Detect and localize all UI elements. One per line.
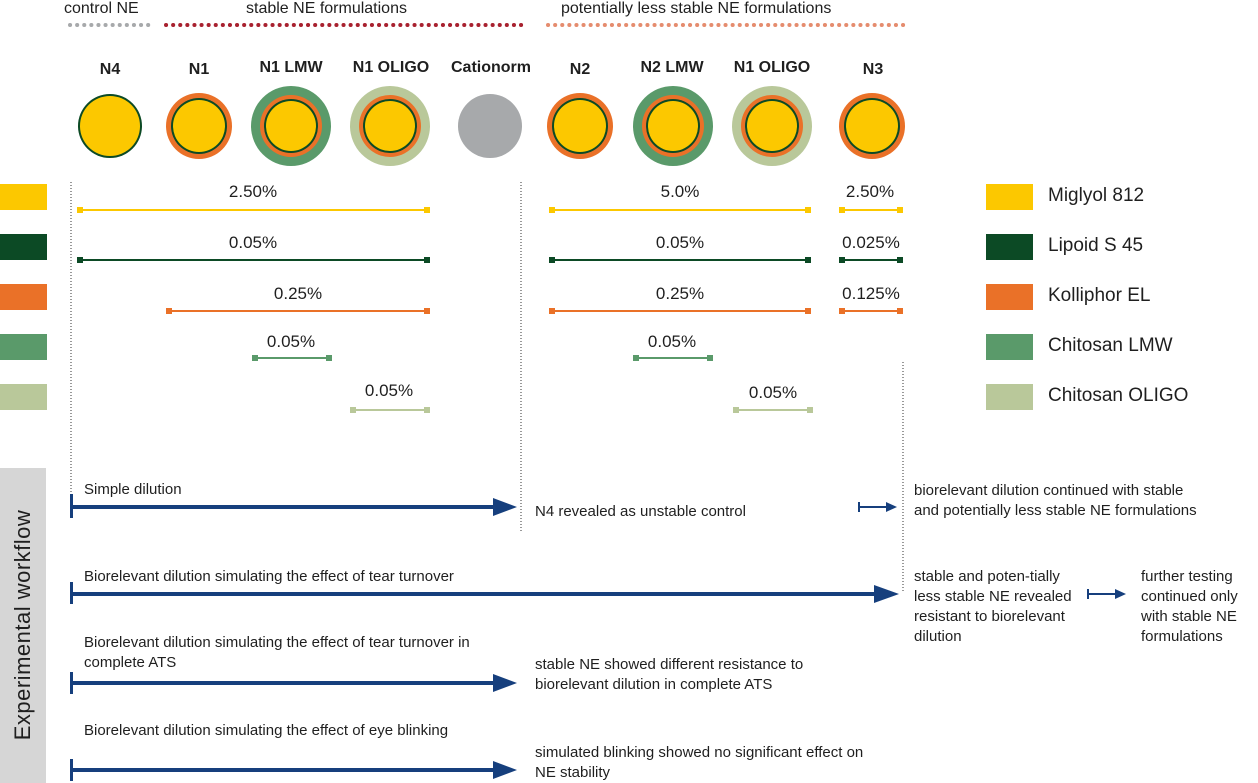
arrow-complete-ats [70, 672, 517, 694]
bar-kolliphor-stable [166, 308, 430, 314]
pct-kolliphor-stable: 0.25% [273, 284, 323, 303]
group-stable-label: stable NE formulations [246, 0, 407, 17]
swatch-kolliphor [0, 284, 47, 310]
bar-lipoid-n3 [839, 257, 903, 263]
legend-swatch-chitosan-oligo [986, 384, 1033, 410]
workflow-side-panel: Experimental workflow [0, 468, 46, 783]
step3-label: Biorelevant dilution simulating the effe… [84, 634, 470, 671]
bar-kolliphor-n3 [839, 308, 903, 314]
formulation-n1-oligo-circle [350, 86, 430, 166]
step3-result: stable NE showed different resistance to… [535, 656, 804, 693]
pct-chitosan-lmw-n1: 0.05% [266, 332, 316, 351]
formulation-name-n4: N4 [99, 61, 121, 78]
bar-miglyol-n3 [839, 207, 903, 213]
step2-label: Biorelevant dilution simulating the effe… [84, 568, 454, 585]
formulation-n3-circle [839, 93, 905, 159]
legend-label-chitosan-oligo: Chitosan OLIGO [1048, 385, 1189, 406]
group-control-label: control NE [64, 0, 139, 17]
legend-label-lipoid: Lipoid S 45 [1048, 235, 1144, 256]
arrow-small-turnover [1087, 589, 1126, 599]
step1-next: biorelevant dilution continued with stab… [914, 482, 1197, 519]
formulation-n2-lmw-circle [633, 86, 713, 166]
formulation-n1-lmw-circle [251, 86, 331, 166]
formulation-name-n2-oligo: N1 OLIGO [733, 59, 811, 76]
legend-label-kolliphor: Kolliphor EL [1048, 285, 1151, 306]
bar-miglyol-stable [77, 207, 430, 213]
swatch-lipoid [0, 234, 47, 260]
step2-result: stable and poten-tially less stable NE r… [914, 568, 1072, 645]
arrow-simple-dilution [70, 494, 517, 518]
bar-chitosan-oligo-n1 [350, 407, 430, 413]
workflow-title: Experimental workflow [10, 509, 35, 741]
arrow-small-n4 [858, 502, 897, 512]
formulation-n1-circle [166, 93, 232, 159]
bar-miglyol-less [549, 207, 811, 213]
swatch-miglyol [0, 184, 47, 210]
bar-chitosan-oligo-n2 [733, 407, 813, 413]
swatch-chitosan-lmw [0, 334, 47, 360]
formulation-name-n1-lmw: N1 LMW [259, 59, 323, 76]
bar-lipoid-less [549, 257, 811, 263]
step1-label: Simple dilution [84, 481, 182, 498]
pct-kolliphor-less: 0.25% [655, 284, 705, 303]
bar-kolliphor-less [549, 308, 811, 314]
bar-lipoid-stable [77, 257, 430, 263]
formulation-n2-oligo-circle [732, 86, 812, 166]
swatch-chitosan-oligo [0, 384, 47, 410]
formulation-name-n1-oligo: N1 OLIGO [352, 59, 430, 76]
formulation-name-n3: N3 [862, 61, 884, 78]
step4-label: Biorelevant dilution simulating the effe… [84, 722, 449, 739]
formulation-name-n1: N1 [188, 61, 210, 78]
pct-miglyol-stable: 2.50% [228, 182, 278, 201]
bar-chitosan-lmw-n1 [252, 355, 332, 361]
formulation-name-n2-lmw: N2 LMW [640, 59, 704, 76]
legend-swatch-miglyol [986, 184, 1033, 210]
arrow-tear-turnover [70, 582, 899, 604]
legend-swatch-chitosan-lmw [986, 334, 1033, 360]
formulation-n2-circle [547, 93, 613, 159]
formulation-name-cationorm: Cationorm [451, 59, 531, 76]
pct-kolliphor-n3: 0.125% [842, 284, 900, 303]
step2-next: further testing continued only with stab… [1141, 568, 1238, 645]
legend-swatch-kolliphor [986, 284, 1033, 310]
legend-label-miglyol: Miglyol 812 [1048, 185, 1145, 206]
formulation-name-n2: N2 [569, 61, 591, 78]
step4-result: simulated blinking showed no significant… [535, 744, 864, 781]
pct-lipoid-n3: 0.025% [842, 233, 900, 252]
pct-miglyol-n3: 2.50% [845, 182, 895, 201]
group-less-stable-label: potentially less stable NE formulations [561, 0, 832, 17]
bar-chitosan-lmw-n2 [633, 355, 713, 361]
arrow-eye-blinking [70, 759, 517, 781]
pct-lipoid-less: 0.05% [655, 233, 705, 252]
legend-swatch-lipoid [986, 234, 1033, 260]
pct-chitosan-oligo-n2: 0.05% [748, 383, 798, 402]
step1-result: N4 revealed as unstable control [535, 503, 746, 520]
cationorm-circle [458, 94, 522, 158]
pct-miglyol-less: 5.0% [660, 182, 700, 201]
pct-chitosan-oligo-n1: 0.05% [364, 381, 414, 400]
pct-lipoid-stable: 0.05% [228, 233, 278, 252]
formulation-n4-circle [78, 94, 142, 158]
pct-chitosan-lmw-n2: 0.05% [647, 332, 697, 351]
legend-label-chitosan-lmw: Chitosan LMW [1048, 335, 1173, 356]
